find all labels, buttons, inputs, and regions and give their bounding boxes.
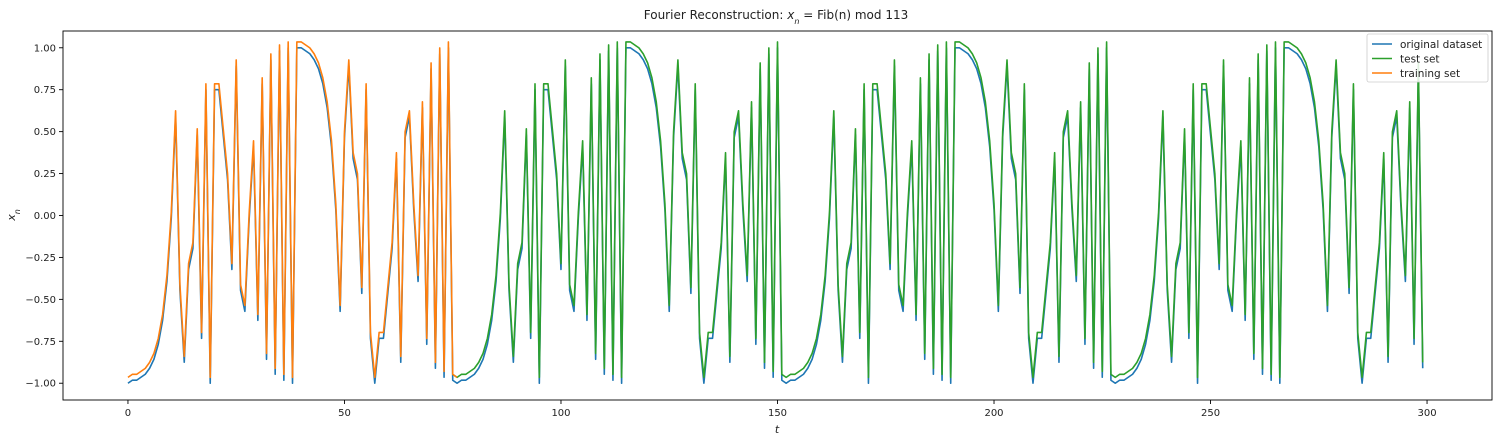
x-tick-label: 0 [125, 408, 131, 419]
legend-box [1366, 33, 1489, 83]
series-line-training-set [127, 41, 458, 379]
x-tick-label: 100 [551, 408, 570, 419]
y-tick-label: −0.75 [25, 337, 56, 348]
series-layer [127, 41, 1424, 385]
y-tick-label: −0.50 [25, 295, 56, 306]
y-axis-label: xn [5, 209, 22, 222]
x-axis-label: t [775, 423, 780, 436]
y-tick-label: −0.25 [25, 253, 56, 264]
x-axis: 0 50 100 150 200 250 300 [125, 400, 1437, 419]
y-tick-label: 0.75 [34, 85, 56, 96]
y-tick-label: 0.50 [34, 127, 56, 138]
y-tick-label: 0.00 [34, 211, 56, 222]
chart-title: Fourier Reconstruction: xn = Fib(n) mod … [644, 8, 909, 26]
legend-label: test set [1400, 53, 1440, 65]
legend: original dataset test set training set [1366, 33, 1489, 83]
x-tick-label: 300 [1417, 408, 1436, 419]
x-tick-label: 50 [338, 408, 351, 419]
y-tick-label: 1.00 [34, 43, 56, 54]
y-axis: −1.00 −0.75 −0.50 −0.25 0.00 0.25 0.50 0.75 1.00 [25, 43, 63, 390]
y-tick-label: 0.25 [34, 169, 56, 180]
y-tick-label: −1.00 [25, 379, 56, 390]
x-tick-label: 200 [984, 408, 1003, 419]
x-tick-label: 250 [1201, 408, 1220, 419]
x-tick-label: 150 [768, 408, 787, 419]
series-line-test-set [452, 41, 1424, 379]
legend-label: original dataset [1400, 39, 1482, 51]
legend-label: training set [1400, 68, 1460, 80]
